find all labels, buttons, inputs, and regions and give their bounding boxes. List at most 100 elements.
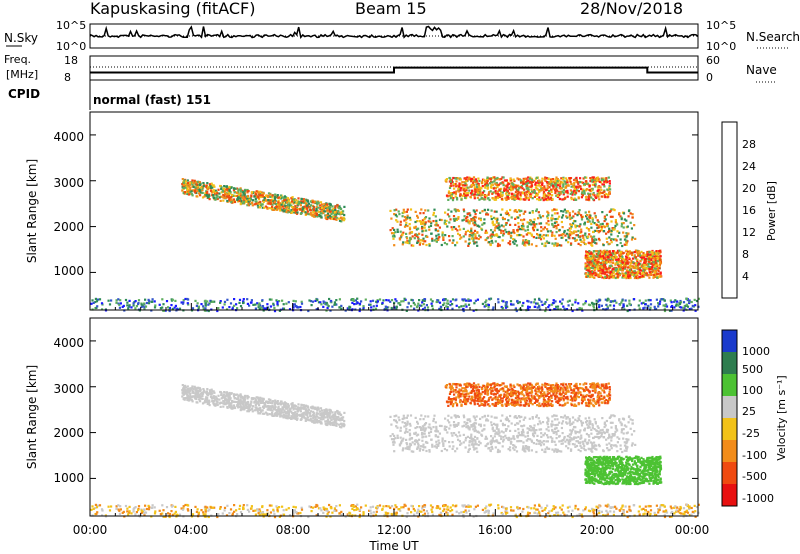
power-cell xyxy=(465,305,468,308)
power-cell xyxy=(341,218,344,221)
power-cell xyxy=(537,234,540,237)
power-cell xyxy=(241,196,244,199)
power-cell xyxy=(496,176,499,180)
power-cell xyxy=(97,298,100,301)
velocity-cell xyxy=(249,402,252,405)
velocity-cell xyxy=(260,397,263,400)
power-cell xyxy=(275,207,278,210)
power-cell xyxy=(442,237,445,240)
power-cell xyxy=(395,305,398,308)
power-cell xyxy=(574,187,577,190)
power-cell xyxy=(468,212,471,215)
velocity-cell xyxy=(325,411,328,414)
power-cell xyxy=(528,306,531,309)
power-cell xyxy=(458,306,461,309)
power-cell xyxy=(226,298,229,301)
power-cell xyxy=(653,307,657,311)
power-cell xyxy=(527,240,531,243)
power-cell xyxy=(585,268,588,272)
power-cell xyxy=(453,208,456,211)
power-cell xyxy=(492,306,495,309)
power-cell xyxy=(595,238,598,241)
power-cell xyxy=(531,197,534,200)
velocity-cell xyxy=(281,415,284,418)
power-cell xyxy=(634,262,637,265)
power-cell xyxy=(526,239,529,242)
power-cell xyxy=(521,219,524,222)
power-cell xyxy=(235,303,238,306)
power-cell xyxy=(457,225,461,228)
power-cell xyxy=(507,197,510,200)
power-cell xyxy=(458,190,461,193)
power-cell xyxy=(527,179,530,182)
power-cell xyxy=(325,309,328,312)
power-cell xyxy=(505,192,508,195)
power-cell xyxy=(629,266,632,269)
power-cell xyxy=(420,239,423,242)
power-cell xyxy=(224,189,227,192)
power-cell xyxy=(223,185,226,188)
power-cell xyxy=(639,259,642,262)
power-cell xyxy=(591,176,594,179)
power-cell xyxy=(599,274,602,277)
power-cell xyxy=(491,220,494,223)
power-cell xyxy=(474,233,477,236)
power-cell xyxy=(191,185,194,188)
power-cell xyxy=(595,253,598,256)
power-cell xyxy=(306,206,309,210)
power-cell xyxy=(108,303,112,306)
power-cell xyxy=(189,186,192,190)
power-cell xyxy=(606,241,609,244)
power-cell xyxy=(534,181,537,184)
power-cell xyxy=(382,299,385,302)
power-cell xyxy=(484,183,487,186)
power-cell xyxy=(291,205,294,209)
power-cell xyxy=(567,234,570,237)
power-cell xyxy=(619,268,622,271)
power-cell xyxy=(611,250,615,253)
power-cell xyxy=(624,272,627,275)
power-cell xyxy=(609,272,612,275)
power-cell xyxy=(558,179,561,182)
power-cell xyxy=(425,304,428,307)
power-cell xyxy=(519,186,523,189)
power-cell xyxy=(500,224,503,227)
power-cell xyxy=(547,177,550,180)
power-cell xyxy=(300,212,303,215)
power-cell xyxy=(291,196,294,199)
power-cell xyxy=(501,239,504,242)
power-cell xyxy=(192,181,195,184)
power-cell xyxy=(189,191,192,194)
power-cell xyxy=(304,203,307,206)
power-cell xyxy=(277,199,280,202)
power-cell xyxy=(323,203,326,206)
power-cell xyxy=(420,227,424,230)
power-cell xyxy=(197,180,200,183)
power-cell xyxy=(675,303,678,306)
power-cell xyxy=(553,234,556,237)
power-cell xyxy=(496,244,499,248)
power-cell xyxy=(552,299,555,302)
power-cell xyxy=(546,184,549,187)
power-cell xyxy=(631,253,634,257)
power-cell xyxy=(632,265,635,268)
velocity-cell xyxy=(271,409,274,412)
power-cell xyxy=(186,179,189,182)
power-cell xyxy=(447,208,450,211)
power-cell xyxy=(518,191,521,194)
power-cell xyxy=(510,187,513,190)
power-cell xyxy=(628,264,631,268)
velocity-cell xyxy=(275,413,278,416)
power-cell xyxy=(548,183,551,186)
power-cell xyxy=(237,200,240,203)
velocity-cell xyxy=(332,413,335,416)
power-cell xyxy=(566,216,569,219)
power-cell xyxy=(449,192,452,195)
power-cell xyxy=(418,299,421,302)
power-cell xyxy=(594,274,597,277)
power-cell xyxy=(488,297,491,300)
power-cell xyxy=(618,249,621,252)
power-cell xyxy=(328,208,331,211)
power-cell xyxy=(518,187,521,190)
power-cell xyxy=(491,231,494,234)
